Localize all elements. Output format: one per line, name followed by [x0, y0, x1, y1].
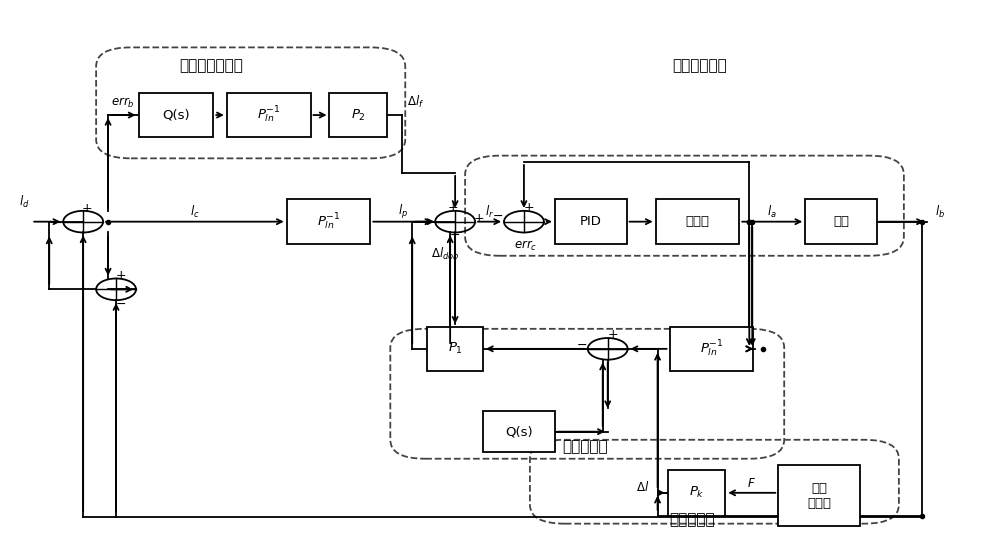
Bar: [656, 200, 739, 244]
Text: −: −: [116, 298, 126, 311]
Bar: [483, 411, 555, 452]
Text: $l_a$: $l_a$: [767, 204, 777, 220]
Text: 外部
负载力: 外部 负载力: [807, 481, 831, 510]
Text: $l_c$: $l_c$: [190, 204, 200, 220]
Bar: [778, 465, 860, 526]
Text: +: +: [448, 201, 458, 214]
Text: $l_d$: $l_d$: [19, 194, 29, 210]
Text: −: −: [450, 229, 460, 242]
Text: $err_b$: $err_b$: [111, 96, 135, 110]
Bar: [139, 93, 213, 137]
Text: $err_c$: $err_c$: [514, 239, 538, 253]
Bar: [427, 326, 483, 371]
Text: 扰动观测器: 扰动观测器: [562, 439, 608, 454]
Text: +: +: [607, 328, 618, 341]
Text: $P_2$: $P_2$: [351, 108, 366, 122]
Text: 阻抗控制环: 阻抗控制环: [670, 512, 715, 527]
Text: $\Delta l$: $\Delta l$: [636, 480, 650, 494]
Bar: [805, 200, 877, 244]
Text: $l_b$: $l_b$: [935, 204, 945, 220]
Text: $l_p$: $l_p$: [398, 203, 408, 221]
Text: Q(s): Q(s): [162, 109, 190, 121]
Text: 负载: 负载: [833, 215, 849, 228]
Text: 作动器: 作动器: [685, 215, 709, 228]
Text: $\Delta l_f$: $\Delta l_f$: [407, 94, 424, 110]
Bar: [555, 200, 627, 244]
Text: −: −: [493, 210, 503, 222]
Text: +: +: [524, 201, 534, 214]
Text: $P_1$: $P_1$: [448, 341, 463, 356]
Text: +: +: [474, 212, 484, 225]
Text: $\Delta l_{dob}$: $\Delta l_{dob}$: [431, 246, 459, 262]
Text: $l_r$: $l_r$: [485, 204, 494, 220]
Text: +: +: [116, 269, 126, 282]
Bar: [329, 93, 387, 137]
Bar: [287, 200, 370, 244]
Bar: [670, 326, 753, 371]
Text: $P_{ln}^{-1}$: $P_{ln}^{-1}$: [700, 339, 723, 359]
Text: $F$: $F$: [747, 477, 756, 490]
Text: −: −: [52, 217, 62, 230]
Text: −: −: [577, 339, 587, 352]
Text: $P_{ln}^{-1}$: $P_{ln}^{-1}$: [257, 105, 280, 125]
Bar: [227, 93, 311, 137]
Text: $P_{ln}^{-1}$: $P_{ln}^{-1}$: [317, 212, 340, 232]
Text: +: +: [82, 202, 92, 215]
Bar: [668, 469, 725, 516]
Text: Q(s): Q(s): [505, 425, 533, 438]
Text: 作动器控制环: 作动器控制环: [672, 58, 727, 73]
Text: PID: PID: [580, 215, 602, 228]
Text: $P_k$: $P_k$: [689, 485, 704, 500]
Text: 反馈补偿控制器: 反馈补偿控制器: [179, 58, 243, 73]
